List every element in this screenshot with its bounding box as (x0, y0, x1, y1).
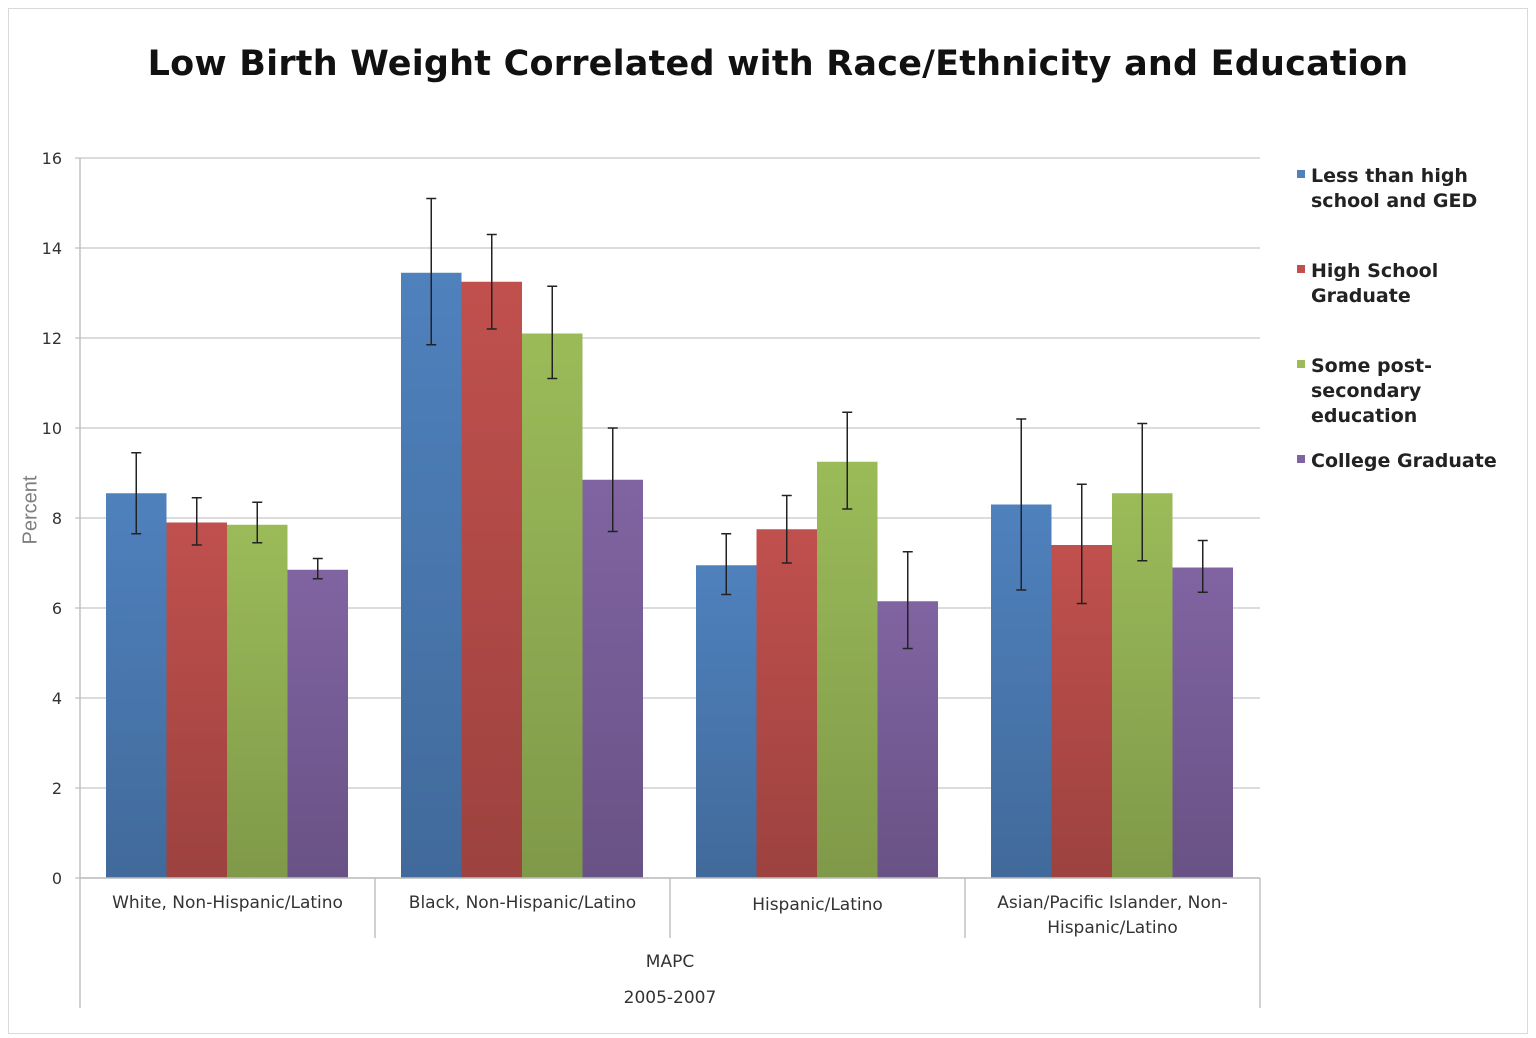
bar (227, 524, 288, 878)
legend-label: Less than high school and GED (1296, 164, 1526, 214)
legend-label-line: Graduate (1311, 285, 1411, 307)
category-label: Black, Non-Hispanic/Latino (409, 893, 636, 913)
legend-item-less-than-high-school: Less than high school and GED (1296, 164, 1526, 214)
legend-swatch (1297, 360, 1305, 368)
bar (522, 333, 583, 878)
legend-label-line: College Graduate (1311, 450, 1497, 472)
y-tick-label: 8 (52, 509, 62, 528)
x-axis-group-label: MAPC (646, 952, 694, 972)
legend-label-line: secondary (1311, 380, 1422, 402)
bar (696, 565, 757, 878)
bar (106, 493, 167, 878)
y-tick-label: 0 (52, 869, 62, 888)
legend-label-line: Less than high (1311, 165, 1468, 187)
legend-label-line: school and GED (1311, 190, 1478, 212)
legend-label: High School Graduate (1296, 259, 1526, 309)
y-tick-label: 10 (42, 419, 62, 438)
legend-label-line: education (1311, 405, 1418, 427)
category-label: Hispanic/Latino (1047, 918, 1178, 938)
bar (1172, 567, 1233, 878)
bar (582, 479, 643, 878)
legend-swatch (1297, 170, 1305, 178)
chart-title: Low Birth Weight Correlated with Race/Et… (147, 44, 1409, 84)
legend-label-line: Some post- (1311, 355, 1432, 377)
y-tick-label: 14 (42, 239, 62, 258)
bar (401, 272, 462, 878)
y-tick-label: 16 (42, 149, 62, 168)
y-tick-label: 4 (52, 689, 62, 708)
legend-swatch (1297, 265, 1305, 273)
legend-swatch (1297, 455, 1305, 463)
category-label: Asian/Pacific Islander, Non- (997, 893, 1227, 913)
bar (166, 522, 227, 878)
legend-label-line: High School (1311, 260, 1439, 282)
x-axis-group-label: 2005-2007 (624, 988, 717, 1008)
y-tick-label: 2 (52, 779, 62, 798)
bar (817, 461, 878, 878)
y-tick-label: 6 (52, 599, 62, 618)
category-label: Hispanic/Latino (752, 895, 883, 915)
y-tick-label: 12 (42, 329, 62, 348)
legend-label: College Graduate (1296, 449, 1526, 474)
bar (756, 529, 817, 878)
legend-item-some-post-secondary: Some post-secondary education (1296, 354, 1526, 429)
legend-item-college-graduate: College Graduate (1296, 449, 1526, 474)
bar (287, 569, 348, 878)
category-label: White, Non-Hispanic/Latino (112, 893, 343, 913)
bar (461, 281, 522, 878)
legend-item-high-school-graduate: High School Graduate (1296, 259, 1526, 309)
legend-label: Some post-secondary education (1296, 354, 1526, 429)
